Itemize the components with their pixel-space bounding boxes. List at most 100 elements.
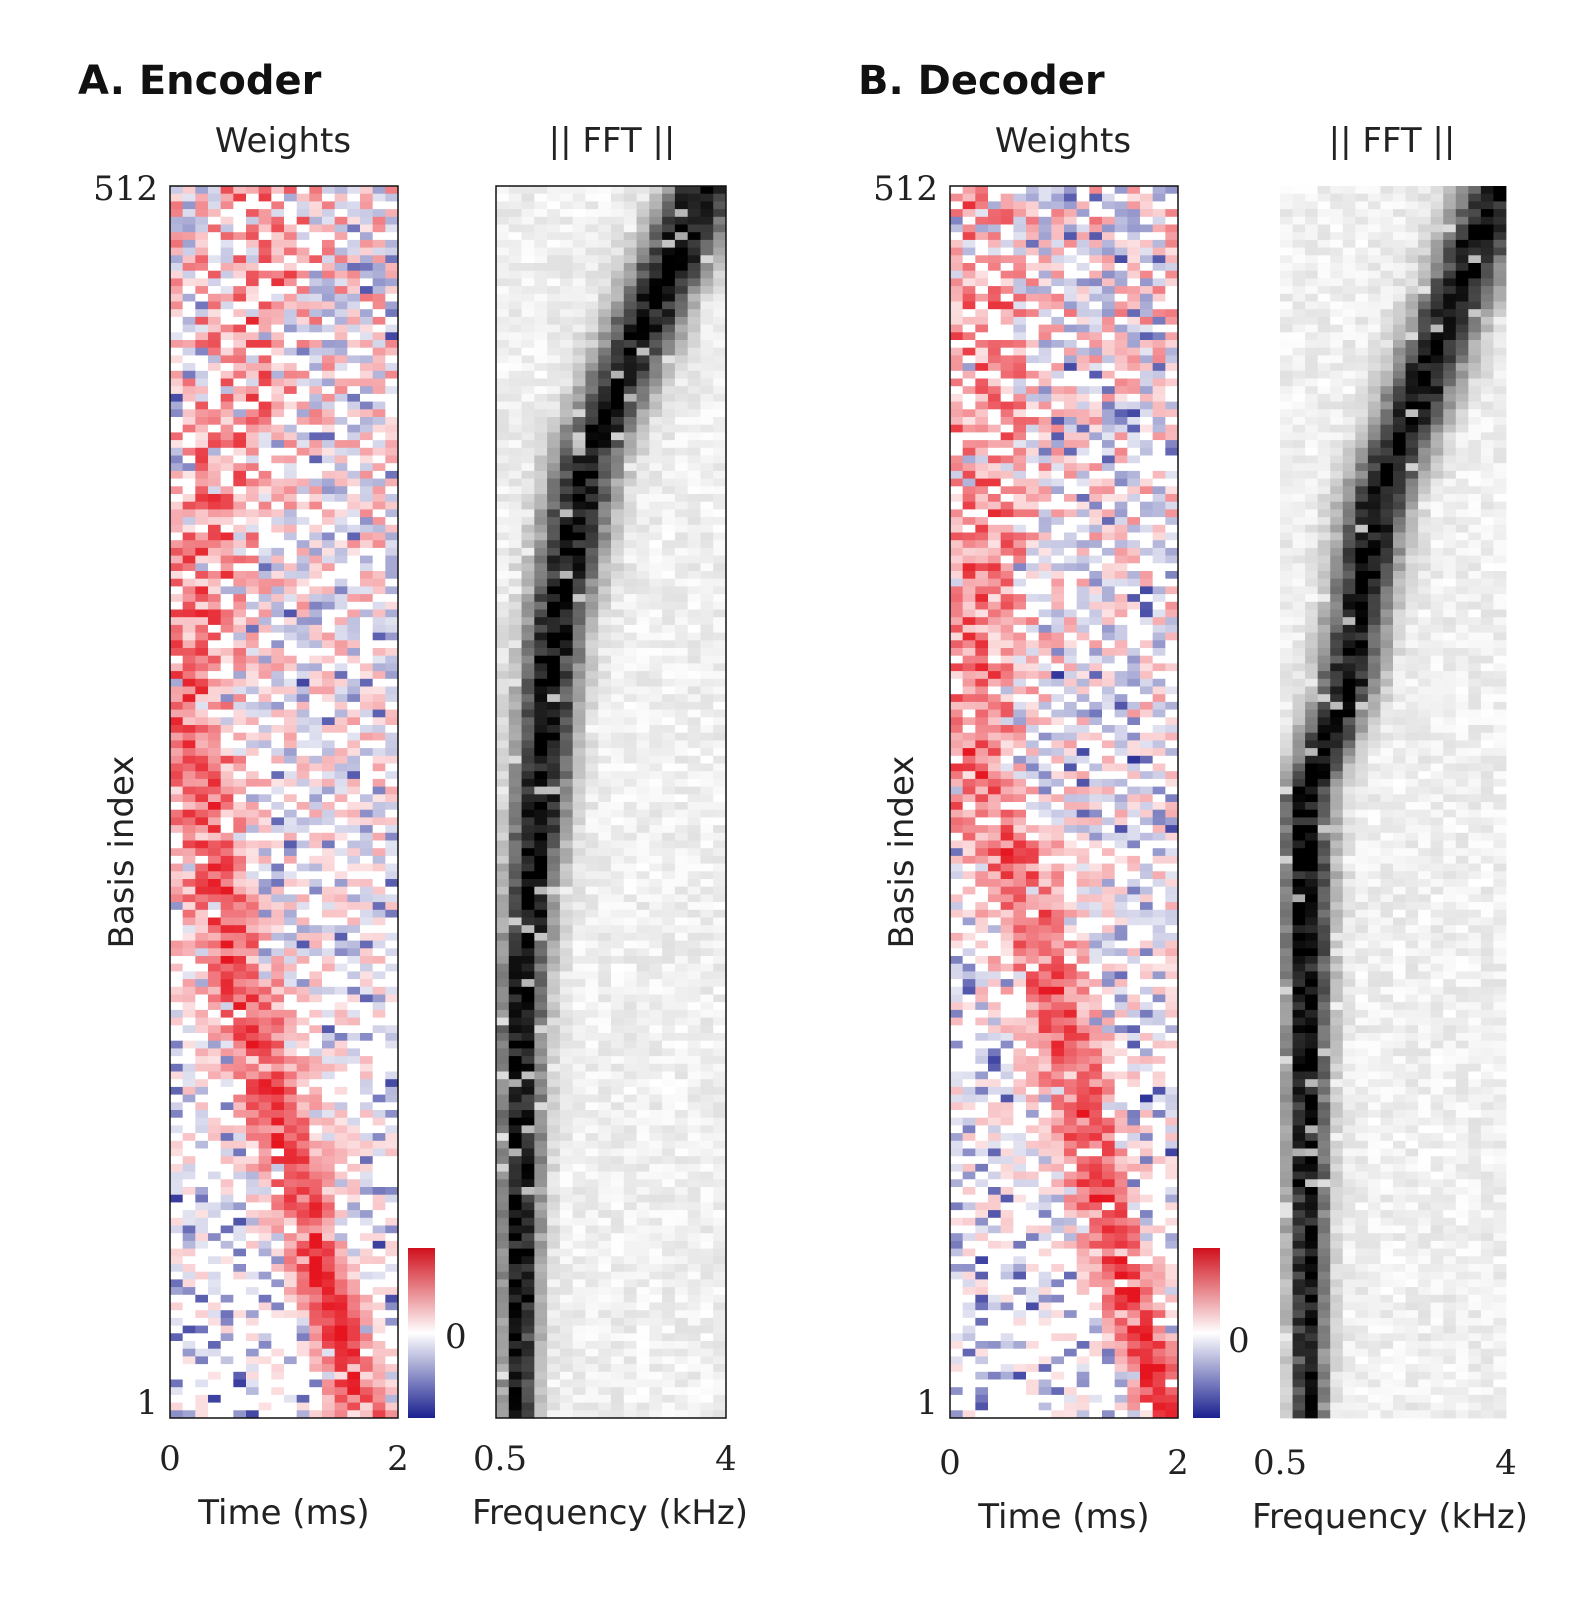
heatmap-cell (585, 393, 599, 402)
heatmap-cell (258, 1033, 272, 1042)
heatmap-cell (385, 1225, 399, 1234)
heatmap-cell (208, 1002, 222, 1011)
heatmap-cell (547, 1040, 561, 1049)
heatmap-cell (208, 409, 222, 418)
heatmap-cell (170, 748, 184, 757)
heatmap-cell (220, 1256, 234, 1265)
heatmap-cell (674, 247, 689, 256)
heatmap-cell (372, 1371, 386, 1380)
heatmap-cell (674, 817, 689, 826)
heatmap-cell (674, 571, 689, 580)
heatmap-cell (334, 1379, 348, 1388)
heatmap-cell (208, 732, 222, 741)
heatmap-cell (713, 578, 727, 587)
heatmap-cell (322, 963, 336, 972)
heatmap-cell (360, 1271, 374, 1280)
heatmap-cell (385, 640, 399, 649)
heatmap-cell (496, 524, 510, 533)
heatmap-cell (334, 624, 348, 633)
heatmap-cell (360, 1048, 374, 1057)
heatmap-cell (623, 255, 637, 264)
heatmap-cell (246, 440, 260, 449)
heatmap-cell (496, 486, 510, 495)
heatmap-cell (220, 1248, 234, 1257)
heatmap-cell (547, 363, 561, 372)
heatmap-cell (521, 1025, 535, 1034)
heatmap-cell (360, 1086, 374, 1095)
heatmap-cell (496, 378, 510, 387)
heatmap-cell (649, 571, 663, 580)
heatmap-cell (662, 263, 676, 272)
heatmap-cell (360, 1294, 374, 1303)
heatmap-cell (372, 802, 386, 811)
heatmap-cell (195, 686, 209, 695)
heatmap-cell (233, 463, 247, 472)
heatmap-cell (284, 763, 298, 772)
heatmap-cell (309, 524, 323, 533)
heatmap-cell (258, 663, 272, 672)
heatmap-cell (195, 417, 209, 426)
heatmap-cell (496, 363, 510, 372)
heatmap-cell (496, 301, 510, 310)
heatmap-cell (347, 455, 361, 464)
heatmap-cell (674, 648, 689, 657)
heatmap-cell (170, 1133, 184, 1142)
heatmap-cell (347, 755, 361, 764)
heatmap-cell (508, 1009, 522, 1018)
heatmap-cell (208, 301, 222, 310)
heatmap-cell (284, 963, 298, 972)
heatmap-cell (687, 825, 701, 834)
heatmap-cell (208, 1410, 222, 1419)
heatmap-cell (713, 193, 727, 202)
heatmap-cell (611, 886, 625, 895)
heatmap-cell (649, 370, 663, 379)
heatmap-cell (208, 925, 222, 934)
heatmap-cell (258, 571, 272, 580)
heatmap-cell (182, 1333, 196, 1342)
heatmap-cell (246, 909, 260, 918)
heatmap-cell (700, 540, 714, 549)
heatmap-cell (360, 732, 374, 741)
heatmap-cell (521, 301, 535, 310)
heatmap-cell (559, 401, 574, 410)
heatmap-cell (220, 1225, 234, 1234)
heatmap-cell (271, 1063, 285, 1072)
heatmap-cell (496, 971, 510, 980)
heatmap-cell (284, 1063, 298, 1072)
heatmap-cell (208, 555, 222, 564)
heatmap-cell (534, 832, 548, 841)
heatmap-cell (585, 971, 599, 980)
heatmap-cell (700, 586, 714, 595)
heatmap-cell (521, 802, 535, 811)
heatmap-cell (296, 1394, 310, 1403)
heatmap-cell (284, 1171, 298, 1180)
heatmap-cell (360, 902, 374, 911)
heatmap-cell (508, 894, 522, 903)
heatmap-cell (372, 1387, 386, 1396)
heatmap-cell (334, 1125, 348, 1134)
heatmap-cell (195, 909, 209, 918)
heatmap-cell (674, 678, 689, 687)
heatmap-cell (208, 786, 222, 795)
heatmap-cell (521, 209, 535, 218)
heatmap-cell (322, 509, 336, 518)
heatmap-cell (233, 1341, 247, 1350)
heatmap-cell (662, 293, 676, 302)
heatmap-cell (674, 948, 689, 957)
heatmap-cell (649, 917, 663, 926)
heatmap-cell (700, 863, 714, 872)
heatmap-cell (360, 909, 374, 918)
heatmap-cell (246, 1110, 260, 1119)
heatmap-cell (598, 617, 612, 626)
heatmap-cell (674, 671, 689, 680)
heatmap-cell (713, 401, 727, 410)
heatmap-cell (284, 555, 298, 564)
heatmap-cell (508, 624, 522, 633)
heatmap-cell (233, 1102, 247, 1111)
heatmap-cell (700, 771, 714, 780)
heatmap-cell (674, 809, 689, 818)
heatmap-cell (360, 1379, 374, 1388)
heatmap-cell (170, 363, 184, 372)
heatmap-cell (296, 1302, 310, 1311)
heatmap-cell (182, 1040, 196, 1049)
